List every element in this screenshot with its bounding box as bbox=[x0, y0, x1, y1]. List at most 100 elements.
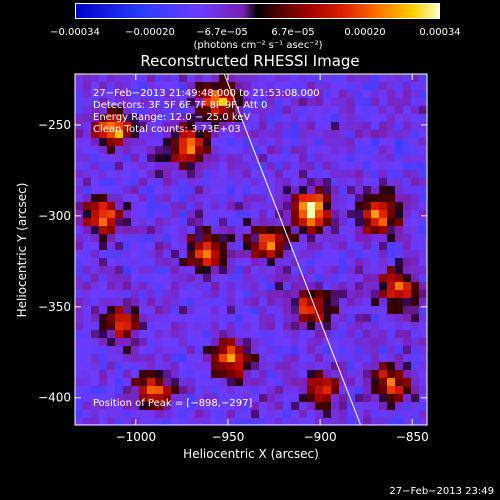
heatmap-cell bbox=[339, 410, 347, 418]
heatmap-cell bbox=[299, 226, 307, 234]
heatmap-cell bbox=[203, 162, 211, 170]
heatmap-cell bbox=[371, 98, 379, 106]
heatmap-cell bbox=[299, 210, 307, 218]
heatmap-cell bbox=[131, 418, 139, 425]
heatmap-cell bbox=[347, 274, 355, 282]
heatmap-cell bbox=[147, 410, 155, 418]
heatmap-cell bbox=[107, 154, 115, 162]
heatmap-cell bbox=[99, 250, 107, 258]
heatmap-cell bbox=[259, 370, 267, 378]
heatmap-cell bbox=[275, 74, 283, 82]
heatmap-cell bbox=[243, 418, 251, 425]
heatmap-cell bbox=[139, 338, 147, 346]
heatmap-cell bbox=[299, 306, 307, 314]
heatmap-cell bbox=[211, 362, 219, 370]
heatmap-cell bbox=[235, 306, 243, 314]
info-block: 27−Feb−2013 21:49:48.000 to 21:53:08.000… bbox=[93, 88, 320, 135]
heatmap-cell bbox=[187, 122, 195, 130]
heatmap-cell bbox=[259, 98, 267, 106]
heatmap-cell bbox=[91, 346, 99, 354]
heatmap-cell bbox=[267, 306, 275, 314]
heatmap-cell bbox=[411, 346, 419, 354]
heatmap-cell bbox=[83, 82, 91, 90]
heatmap-cell bbox=[331, 74, 339, 82]
heatmap-cell bbox=[171, 218, 179, 226]
heatmap-cell bbox=[307, 298, 315, 306]
heatmap-cell bbox=[171, 98, 179, 106]
heatmap-cell bbox=[99, 130, 107, 138]
heatmap-cell bbox=[155, 362, 163, 370]
heatmap-cell bbox=[171, 322, 179, 330]
heatmap-cell bbox=[331, 202, 339, 210]
heatmap-cell bbox=[379, 242, 387, 250]
heatmap-cell bbox=[267, 386, 275, 394]
heatmap-cell bbox=[331, 274, 339, 282]
heatmap-cell bbox=[371, 258, 379, 266]
heatmap-cell bbox=[339, 354, 347, 362]
heatmap-cell bbox=[283, 194, 291, 202]
heatmap-cell bbox=[147, 98, 155, 106]
heatmap-cell bbox=[195, 162, 203, 170]
heatmap-cell bbox=[123, 402, 131, 410]
heatmap-cell bbox=[219, 314, 227, 322]
heatmap-cell bbox=[387, 218, 395, 226]
heatmap-cell bbox=[411, 170, 419, 178]
heatmap-cell bbox=[259, 402, 267, 410]
heatmap-cell bbox=[187, 282, 195, 290]
heatmap-cell bbox=[403, 250, 411, 258]
heatmap-cell bbox=[395, 234, 403, 242]
heatmap-cell bbox=[251, 162, 259, 170]
heatmap-cell bbox=[123, 354, 131, 362]
heatmap-cell bbox=[371, 330, 379, 338]
heatmap-cell bbox=[131, 258, 139, 266]
heatmap-cell bbox=[347, 186, 355, 194]
heatmap-cell bbox=[363, 394, 371, 402]
heatmap-cell bbox=[123, 154, 131, 162]
heatmap-cell bbox=[107, 90, 115, 98]
heatmap-cell bbox=[147, 266, 155, 274]
heatmap-cell bbox=[219, 234, 227, 242]
heatmap-cell bbox=[323, 346, 331, 354]
heatmap-cell bbox=[211, 386, 219, 394]
heatmap-cell bbox=[131, 74, 139, 82]
heatmap-cell bbox=[307, 170, 315, 178]
heatmap-cell bbox=[139, 194, 147, 202]
heatmap-cell bbox=[267, 82, 275, 90]
heatmap-cell bbox=[107, 386, 115, 394]
heatmap-cell bbox=[363, 274, 371, 282]
heatmap-cell bbox=[203, 234, 211, 242]
heatmap-cell bbox=[195, 122, 203, 130]
heatmap-cell bbox=[179, 354, 187, 362]
heatmap-cell bbox=[195, 250, 203, 258]
heatmap-cell bbox=[371, 274, 379, 282]
heatmap-cell bbox=[331, 162, 339, 170]
heatmap-cell bbox=[403, 242, 411, 250]
heatmap-cell bbox=[235, 378, 243, 386]
heatmap-cell bbox=[107, 322, 115, 330]
heatmap-cell bbox=[387, 226, 395, 234]
heatmap-cell bbox=[155, 298, 163, 306]
heatmap-cell bbox=[195, 98, 203, 106]
heatmap-cell bbox=[419, 410, 427, 418]
heatmap-cell bbox=[147, 170, 155, 178]
heatmap-cell bbox=[275, 282, 283, 290]
heatmap-cell bbox=[147, 210, 155, 218]
heatmap-cell bbox=[307, 106, 315, 114]
heatmap-cell bbox=[203, 386, 211, 394]
heatmap-cell bbox=[315, 386, 323, 394]
heatmap-cell bbox=[155, 218, 163, 226]
heatmap-cell bbox=[107, 194, 115, 202]
heatmap-cell bbox=[339, 178, 347, 186]
heatmap-cell bbox=[315, 90, 323, 98]
heatmap-cell bbox=[211, 218, 219, 226]
heatmap-cell bbox=[171, 210, 179, 218]
heatmap-cell bbox=[355, 114, 363, 122]
heatmap-cell bbox=[107, 234, 115, 242]
heatmap-cell bbox=[123, 298, 131, 306]
heatmap-cell bbox=[395, 154, 403, 162]
heatmap-cell bbox=[419, 82, 427, 90]
heatmap-cell bbox=[259, 194, 267, 202]
heatmap-cell bbox=[219, 178, 227, 186]
heatmap-cell bbox=[187, 322, 195, 330]
